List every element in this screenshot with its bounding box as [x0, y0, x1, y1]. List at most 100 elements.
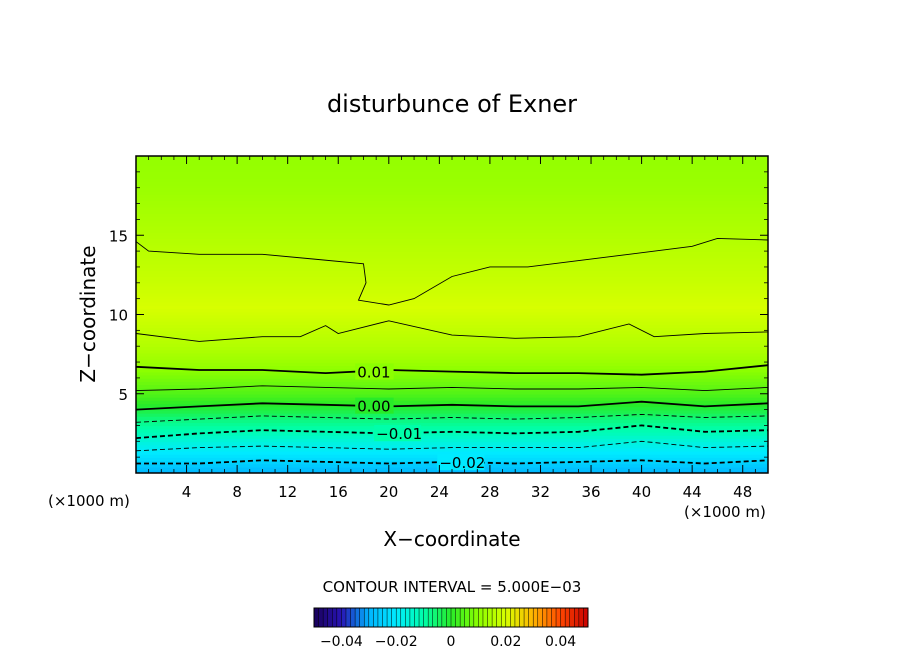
field-band [136, 178, 768, 183]
field-band [136, 343, 768, 347]
contour-lines [136, 237, 768, 465]
field-band [136, 406, 768, 411]
field-band [136, 285, 768, 290]
field-band [136, 314, 768, 319]
x-tick-label: 40 [632, 483, 651, 501]
field-band [136, 412, 768, 417]
colorbar-swatch [455, 608, 461, 627]
field-band [136, 339, 768, 344]
colorbar-swatch [578, 608, 584, 627]
contour-line [136, 424, 768, 439]
field-band [136, 175, 768, 179]
field-band [136, 352, 768, 357]
field-band [136, 444, 768, 449]
field-band [136, 387, 768, 392]
colorbar-swatch [350, 608, 356, 627]
colorbar-swatch [569, 608, 575, 627]
field-band [136, 409, 768, 414]
y-tick-label: 5 [118, 386, 128, 404]
colorbar-swatch [551, 608, 557, 627]
x-axis-ticks: 4 8 12 16 20 24 28 32 36 40 44 48 [148, 156, 756, 501]
x-tick-label: 4 [182, 483, 192, 501]
field-band [136, 244, 768, 249]
colorbar-swatch [451, 608, 456, 627]
field-band [136, 308, 768, 313]
colorbar-swatch [505, 608, 511, 627]
field-band [136, 317, 768, 322]
colorbar-swatch [478, 608, 484, 627]
colorbar-swatch [583, 608, 589, 627]
colorbar-swatch [355, 608, 361, 627]
field-band [136, 327, 768, 332]
field-band [136, 320, 768, 325]
field-band [136, 428, 768, 433]
field-band [136, 279, 768, 284]
field-band [136, 346, 768, 351]
field-band [136, 365, 768, 370]
field-band [136, 384, 768, 389]
y-tick-label: 10 [109, 307, 128, 325]
field-band [136, 168, 768, 173]
contour-labels: −0.02 −0.01 0.00 0.01 [355, 363, 485, 472]
y-axis-label: Z−coordinate [76, 245, 100, 382]
contour-interval-text: CONTOUR INTERVAL = 5.000E−03 [323, 578, 582, 596]
field-band [136, 358, 768, 363]
colorbar-swatch [533, 608, 539, 627]
plot-field [136, 156, 768, 473]
colorbar [313, 607, 589, 628]
field-band [136, 355, 768, 360]
colorbar-ticks: −0.04 −0.02 0 0.02 0.04 [320, 634, 576, 650]
field-band [136, 336, 768, 341]
x-tick-label: 12 [278, 483, 297, 501]
y-tick-label: 15 [109, 227, 128, 245]
colorbar-swatch [432, 608, 438, 627]
colorbar-swatch [437, 608, 443, 627]
contour-line [136, 237, 768, 306]
field-band [136, 311, 768, 316]
field-band [136, 219, 768, 224]
field-band [136, 181, 768, 186]
colorbar-swatch [560, 608, 566, 627]
colorbar-swatch [336, 608, 342, 627]
field-band [136, 362, 768, 367]
field-band [136, 330, 768, 335]
colorbar-swatch [524, 608, 530, 627]
field-band [136, 368, 768, 373]
field-band [136, 257, 768, 262]
field-band [136, 194, 768, 199]
field-band [136, 374, 768, 379]
contour-label-background [374, 425, 422, 442]
colorbar-swatch [345, 608, 351, 627]
field-band [136, 390, 768, 395]
field-band [136, 238, 768, 243]
x-tick-label: 32 [531, 483, 550, 501]
field-band [136, 232, 768, 237]
field-band [136, 349, 768, 354]
field-band [136, 213, 768, 218]
contour-label: −0.02 [439, 454, 485, 472]
colorbar-swatch [405, 608, 411, 627]
field-band [136, 247, 768, 252]
field-band [136, 165, 768, 170]
colorbar-tick-label: 0.02 [490, 634, 521, 650]
field-band [136, 276, 768, 281]
x-tick-label: 48 [733, 483, 752, 501]
colorbar-tick-label: 0.04 [545, 634, 576, 650]
colorbar-swatch [391, 608, 397, 627]
colorbar-swatch [318, 608, 324, 627]
colorbar-swatch [542, 608, 548, 627]
contour-line [136, 385, 768, 392]
field-band [136, 450, 768, 455]
field-band [136, 377, 768, 382]
colorbar-swatch [341, 608, 347, 627]
field-band [136, 371, 768, 376]
colorbar-swatch [501, 608, 507, 627]
x-tick-label: 20 [379, 483, 398, 501]
colorbar-frame [313, 607, 589, 628]
contour-line [136, 440, 768, 452]
field-band [136, 431, 768, 436]
field-band [136, 273, 768, 278]
colorbar-swatch [368, 608, 374, 627]
field-band [136, 171, 768, 176]
